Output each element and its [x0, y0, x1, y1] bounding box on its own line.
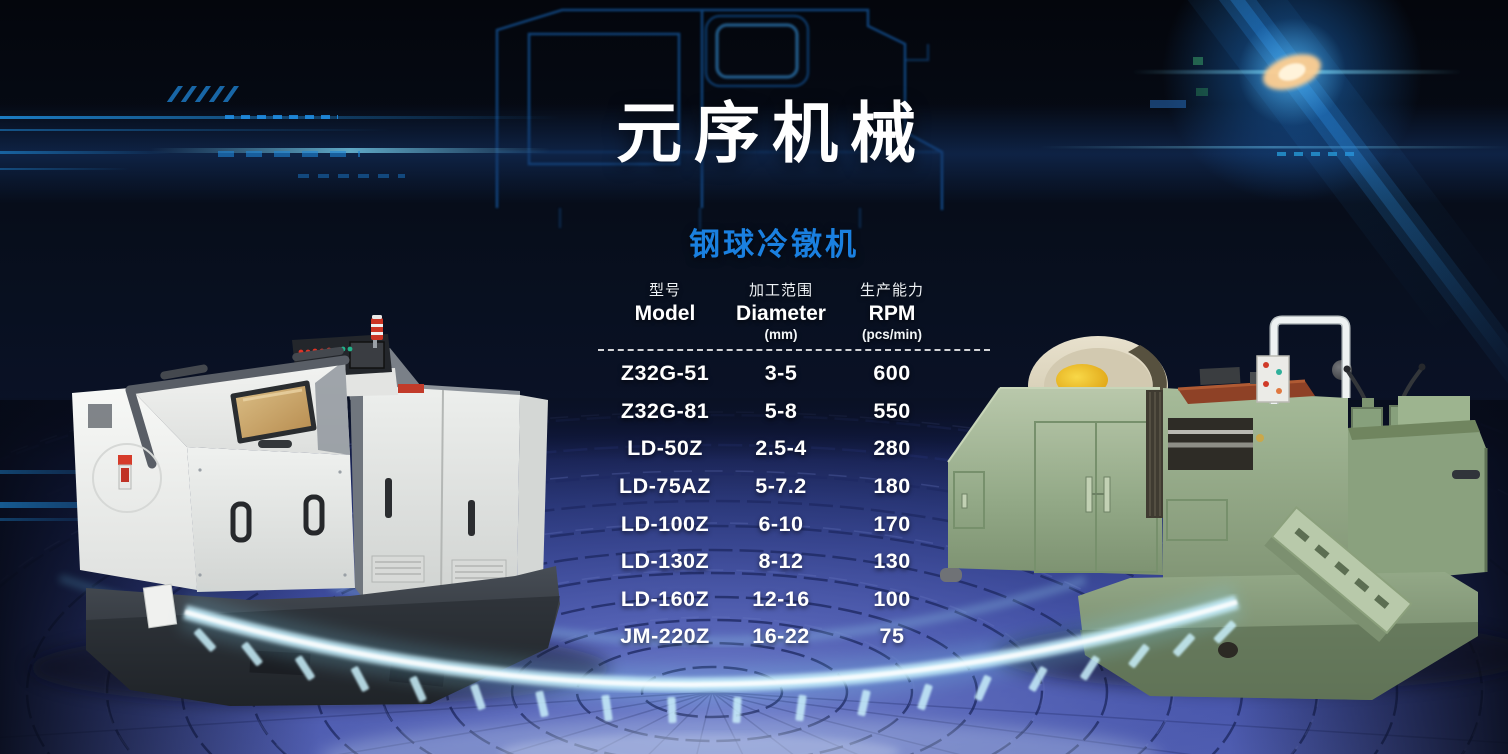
rpm-cell: 75 — [879, 624, 905, 649]
diameter-cell: 6-10 — [758, 511, 804, 536]
column-header-model-cn: 型号 — [648, 282, 681, 299]
model-cell: Z32G-51 — [620, 361, 710, 386]
diameter-cell: 8-12 — [758, 549, 804, 574]
model-cell: LD-160Z — [620, 586, 710, 611]
rpm-cell: 550 — [873, 398, 911, 423]
diameter-cell: 3-5 — [764, 361, 798, 386]
diameter-cell: 5-8 — [764, 398, 798, 423]
model-cell: Z32G-81 — [620, 398, 710, 423]
product-category-title: 钢球冷镦机 — [689, 227, 859, 262]
column-header-model: 型号 Model — [598, 281, 732, 343]
table-row: Z32G-51 3-5 600 — [598, 355, 990, 393]
spec-table: 型号 Model 加工范围 Diameter (mm) 生产能力 RPM (pc… — [598, 281, 990, 656]
column-header-rpm-cn: 生产能力 — [859, 282, 924, 299]
rpm-cell: 600 — [873, 361, 911, 386]
left-light-streaks — [0, 86, 560, 178]
table-row: LD-160Z 12-16 100 — [598, 581, 990, 619]
model-cell: LD-130Z — [620, 549, 710, 574]
diameter-cell: 12-16 — [752, 586, 810, 611]
column-header-model-en: Model — [634, 302, 696, 325]
column-header-diameter-unit: (mm) — [764, 327, 798, 342]
model-cell: JM-220Z — [620, 624, 710, 649]
column-header-rpm: 生产能力 RPM (pcs/min) — [830, 281, 954, 343]
column-header-rpm-en: RPM — [868, 302, 916, 325]
table-row: LD-50Z 2.5-4 280 — [598, 430, 990, 468]
table-row: LD-75AZ 5-7.2 180 — [598, 468, 990, 506]
right-machine-photo — [940, 315, 1488, 700]
model-cell: LD-100Z — [620, 511, 710, 536]
table-row: LD-100Z 6-10 170 — [598, 505, 990, 543]
rpm-cell: 280 — [873, 436, 911, 461]
glow-ring-front — [180, 584, 1243, 754]
company-title: 元序机械 — [616, 96, 928, 170]
diameter-cell: 2.5-4 — [755, 436, 807, 461]
column-header-diameter-en: Diameter — [736, 302, 826, 325]
diameter-cell: 5-7.2 — [755, 474, 807, 499]
column-header-rpm-unit: (pcs/min) — [861, 327, 922, 342]
rpm-cell: 170 — [873, 511, 911, 536]
dashed-divider — [598, 349, 990, 351]
ring-tick-marks — [194, 620, 1237, 724]
spec-table-header: 型号 Model 加工范围 Diameter (mm) 生产能力 RPM (pc… — [598, 281, 990, 343]
rpm-cell: 180 — [873, 474, 911, 499]
model-cell: LD-50Z — [627, 436, 703, 461]
table-row: Z32G-81 5-8 550 — [598, 393, 990, 431]
table-row: JM-220Z 16-22 75 — [598, 618, 990, 656]
lens-flare — [1021, 0, 1508, 425]
rpm-cell: 130 — [873, 549, 911, 574]
table-row: LD-130Z 8-12 130 — [598, 543, 990, 581]
spec-table-rows: Z32G-51 3-5 600 Z32G-81 5-8 550 LD-50Z 2… — [598, 355, 990, 656]
column-header-diameter: 加工范围 Diameter (mm) — [732, 281, 830, 343]
column-header-diameter-cn: 加工范围 — [748, 282, 813, 299]
model-cell: LD-75AZ — [619, 474, 711, 499]
diameter-cell: 16-22 — [752, 624, 810, 649]
rpm-cell: 100 — [873, 586, 911, 611]
